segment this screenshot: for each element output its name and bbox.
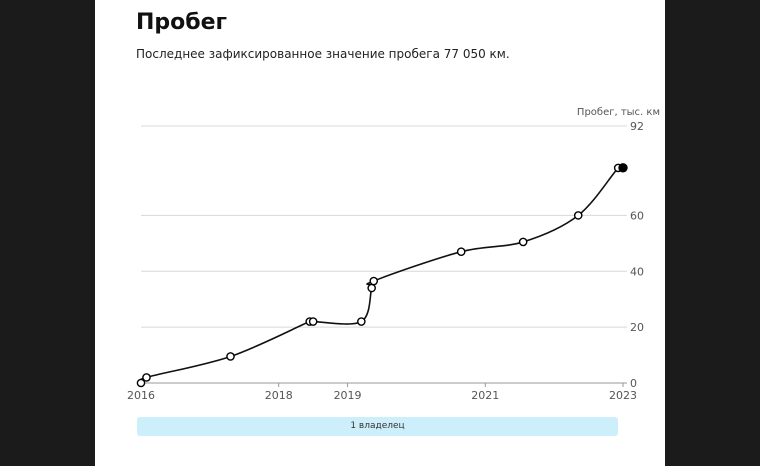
card-subtitle: Последнее зафиксированное значение пробе… (136, 47, 510, 61)
x-tick-label: 2018 (265, 389, 293, 402)
data-point[interactable] (226, 352, 235, 361)
data-point[interactable] (142, 373, 151, 382)
y-tick-labels: 0 20 40 60 92 (630, 120, 644, 390)
x-tick-label: 2016 (127, 389, 155, 402)
y-tick-label: 40 (630, 265, 644, 278)
x-tick-label: 2023 (609, 389, 637, 402)
grid-lines (141, 125, 627, 384)
data-point[interactable] (308, 317, 318, 326)
mileage-card: Пробег Последнее зафиксированное значени… (95, 0, 665, 466)
data-point[interactable] (357, 317, 366, 326)
series-line (137, 163, 624, 384)
data-point[interactable] (369, 276, 379, 286)
y-axis-label: Пробег, тыс. км (577, 107, 660, 118)
data-point[interactable] (518, 237, 528, 247)
y-tick-label: 60 (630, 209, 644, 222)
y-tick-label: 0 (630, 377, 637, 390)
y-tick-label: 92 (630, 120, 644, 133)
data-point[interactable] (573, 211, 583, 220)
data-point[interactable] (456, 247, 466, 257)
owner-bar[interactable]: 1 владелец (137, 417, 618, 436)
data-points (136, 163, 628, 388)
x-tick-label: 2019 (334, 389, 362, 402)
y-tick-label: 20 (630, 321, 644, 334)
x-tick-label: 2021 (471, 389, 499, 402)
data-point[interactable] (136, 378, 146, 388)
data-point-last[interactable] (618, 163, 628, 173)
data-point[interactable] (367, 283, 376, 293)
x-tick-labels: 2016 2018 2019 2021 2023 (127, 383, 637, 402)
card-title: Пробег (136, 10, 228, 35)
